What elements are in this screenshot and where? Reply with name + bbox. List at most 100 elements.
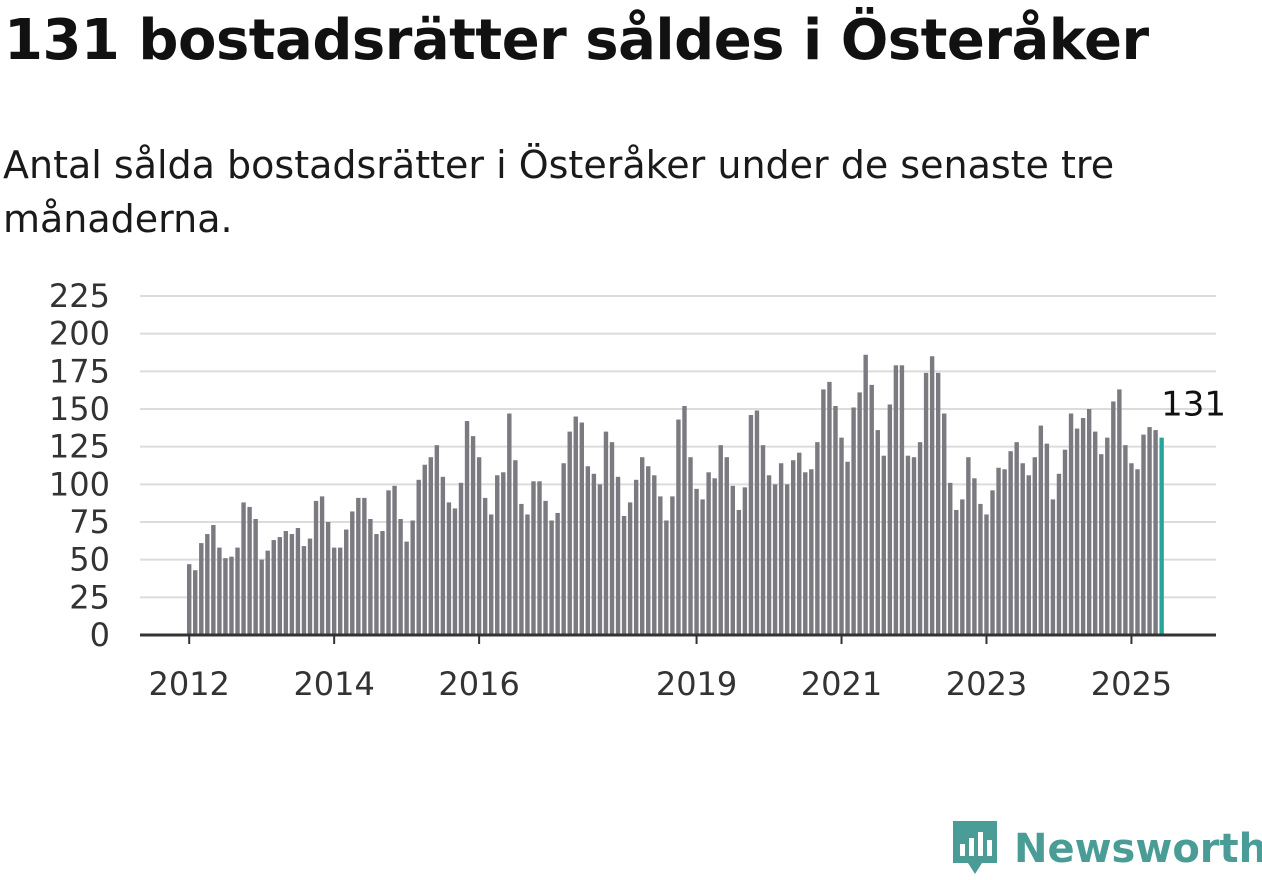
y-tick-label: 175 [49,352,110,390]
bar [235,547,240,635]
bar [694,488,699,635]
bar [338,547,343,635]
bar [760,445,766,635]
bar [199,543,204,635]
bar [640,457,645,635]
bar [942,413,947,635]
bar [247,506,252,635]
bar [676,419,681,635]
bar [470,436,476,635]
x-tick-label: 2016 [438,665,519,703]
bar [585,466,591,635]
bar [1099,454,1104,635]
bar [730,485,735,635]
bar [1093,431,1098,635]
bar [458,482,464,635]
bar [869,384,874,635]
bar [1123,445,1128,635]
bar [531,481,536,635]
bar [1141,434,1146,635]
bar [863,354,868,635]
brand-name: Newsworthy [1014,826,1262,872]
bar [579,422,584,635]
bar [567,431,572,635]
bar [223,558,228,635]
bar [851,407,856,635]
bar [549,520,554,635]
bar [627,502,633,635]
bar [881,455,886,635]
bar [748,415,754,635]
bar [301,546,307,635]
bar [712,478,717,635]
bar [1068,413,1074,635]
bar [319,496,325,635]
bar [1050,499,1056,635]
bar [1044,443,1050,635]
x-tick-label: 2025 [1091,665,1172,703]
bar [833,405,838,635]
bar [265,550,270,635]
bar [446,502,452,635]
bar [929,356,935,635]
bar [561,463,566,635]
bar [241,502,246,635]
bar [682,405,687,635]
bar [1056,473,1062,635]
bar [621,515,627,635]
bar [857,392,862,635]
bar [482,497,488,635]
chart-subtitle: Antal sålda bostadsrätter i Österåker un… [3,143,1115,241]
bar [404,541,409,635]
x-tick-label: 2019 [656,665,737,703]
bar [501,472,506,635]
bar [923,372,929,635]
bar [754,410,760,635]
bar [368,518,373,635]
bar [827,381,832,635]
bar [489,514,494,635]
bar [821,389,826,635]
bar [803,472,808,635]
brand-logo[interactable]: Newsworthy [950,818,1262,880]
bar [633,479,639,635]
bar [609,442,615,635]
bar [1038,425,1044,635]
x-tick-label: 2014 [293,665,374,703]
bar [193,570,198,635]
bar [289,534,295,635]
bar [374,534,379,635]
y-tick-label: 50 [69,541,110,579]
bar [464,421,470,635]
bar [597,484,603,635]
bar [1080,418,1086,635]
bar [917,442,923,635]
bar [537,481,542,635]
bar [398,518,403,635]
y-tick-label: 125 [49,428,110,466]
y-tick-label: 0 [90,616,110,654]
bar [809,469,814,635]
bar [507,413,512,635]
bar [476,457,482,635]
bar [307,538,313,635]
bar [422,464,427,635]
bar [845,461,850,635]
bar [935,372,941,635]
bar [356,497,361,635]
y-tick-label: 200 [49,315,110,353]
bar [277,537,282,635]
newsworthy-logo-icon [950,818,1000,880]
bar [972,478,977,635]
bar [416,479,421,635]
bar [434,445,440,635]
bar [259,559,264,635]
y-tick-label: 100 [49,465,110,503]
bar [440,476,446,635]
bar [996,467,1001,635]
bar [410,520,415,635]
bar [380,531,385,635]
bar [1153,430,1158,635]
bar [1135,469,1140,635]
